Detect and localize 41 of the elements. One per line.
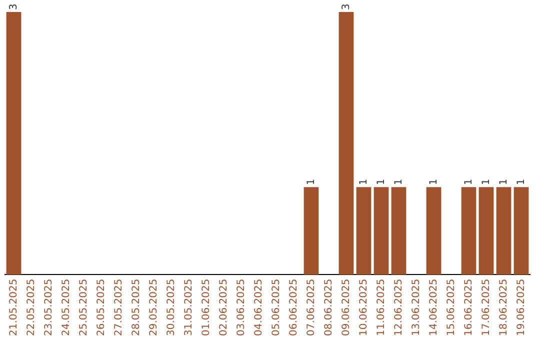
x-tick-label: 12.06.2025 — [393, 278, 404, 336]
x-tick-label: 16.06.2025 — [463, 278, 474, 336]
data-label: 1 — [463, 178, 474, 186]
x-tick-label: 27.05.2025 — [113, 278, 124, 336]
x-tick-label: 17.06.2025 — [480, 278, 492, 336]
x-tick-label: 22.05.2025 — [26, 278, 37, 336]
x-tick-label: 25.05.2025 — [78, 278, 90, 336]
x-tick-label: 21.05.2025 — [8, 278, 20, 336]
x-tick-label: 08.06.2025 — [323, 278, 334, 336]
data-label: 1 — [480, 178, 492, 186]
data-label: 1 — [428, 178, 440, 186]
x-tick-label: 02.06.2025 — [218, 278, 230, 336]
x-tick-label: 23.05.2025 — [43, 278, 54, 336]
data-label: 1 — [498, 178, 510, 186]
x-tick-label: 24.05.2025 — [60, 278, 72, 336]
x-tick-label: 31.05.2025 — [183, 278, 194, 336]
x-tick-label: 10.06.2025 — [358, 278, 370, 336]
x-tick-label: 01.06.2025 — [200, 278, 212, 336]
x-tick-label: 15.06.2025 — [446, 278, 457, 336]
x-tick-label: 28.05.2025 — [130, 278, 142, 336]
x-tick-label: 29.05.2025 — [148, 278, 160, 336]
x-tick-label: 04.06.2025 — [253, 278, 264, 336]
x-tick-label: 19.06.2025 — [516, 278, 527, 336]
data-label: 1 — [393, 178, 404, 186]
data-label: 3 — [8, 4, 20, 10]
x-tick-label: 30.05.2025 — [166, 278, 177, 336]
data-label: 3 — [340, 4, 352, 10]
x-tick-label: 09.06.2025 — [340, 278, 352, 336]
x-tick-label: 26.05.2025 — [96, 278, 107, 336]
x-tick-label: 13.06.2025 — [410, 278, 422, 336]
data-label: 1 — [358, 178, 370, 186]
x-tick-label: 18.06.2025 — [498, 278, 510, 336]
data-label: 1 — [306, 178, 317, 186]
x-tick-label: 07.06.2025 — [306, 278, 317, 336]
x-tick-label: 06.06.2025 — [288, 278, 300, 336]
data-label: 1 — [376, 178, 387, 186]
x-tick-label: 14.06.2025 — [428, 278, 440, 336]
x-tick-label: 05.06.2025 — [270, 278, 282, 336]
x-tick-label: 11.06.2025 — [376, 278, 387, 336]
data-label: 1 — [516, 178, 527, 186]
x-tick-label: 03.06.2025 — [236, 278, 247, 336]
